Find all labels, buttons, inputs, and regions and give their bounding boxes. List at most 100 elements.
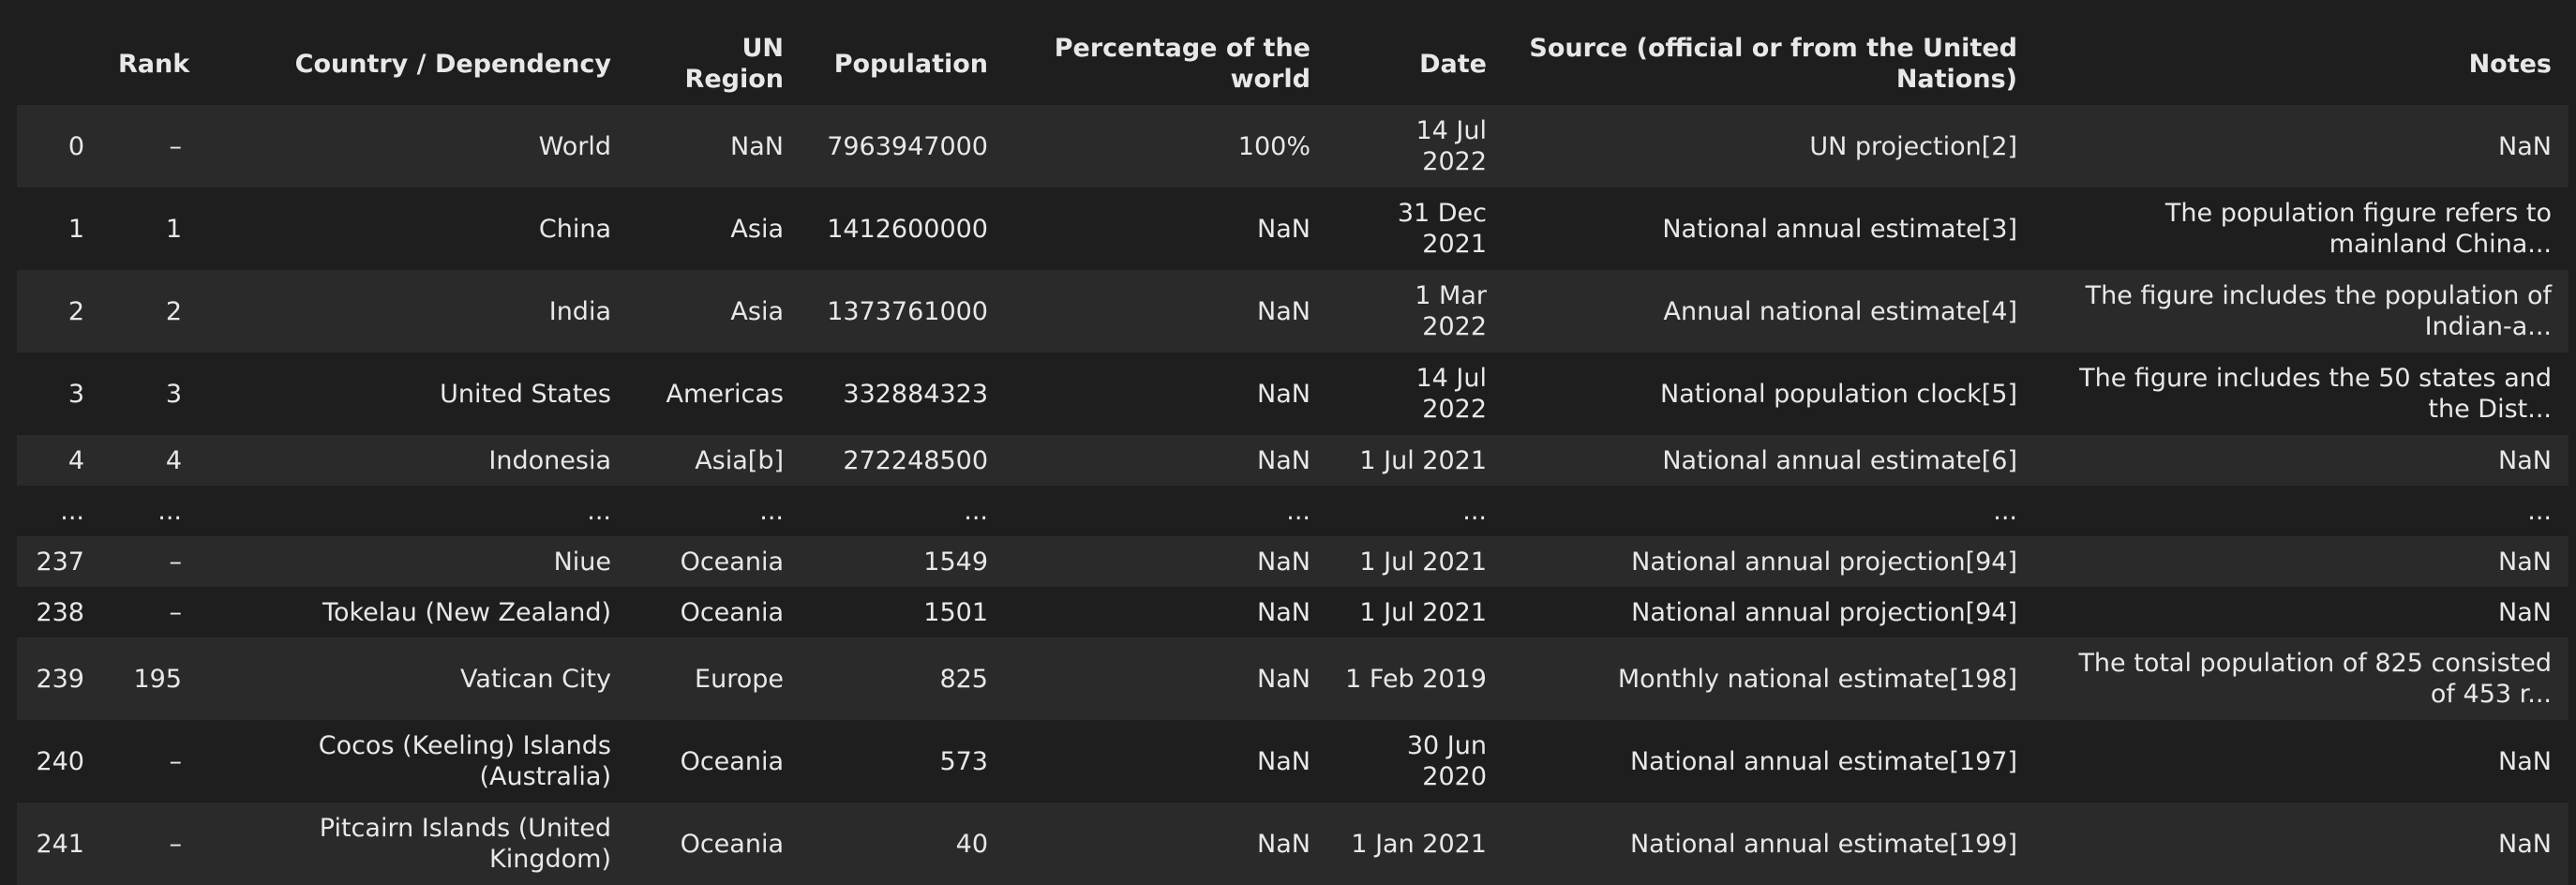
table-cell-date: 1 Mar 2022 (1327, 270, 1504, 352)
table-cell-region: Oceania (628, 720, 801, 802)
row-index: 3 (17, 352, 101, 435)
table-cell-date: 30 Jun 2020 (1327, 720, 1504, 802)
table-row: 238– Tokelau (New Zealand) Oceania 1501 NaN 1… (17, 587, 2569, 638)
column-header: Date (1327, 22, 1504, 105)
table-cell-notes: The figure includes the 50 states and th… (2034, 352, 2569, 435)
table-cell-country: China (199, 188, 628, 270)
table-cell-region: Asia (628, 188, 801, 270)
table-cell-region: Asia[b] (628, 435, 801, 486)
table-cell-notes: NaN (2034, 536, 2569, 587)
table-cell-percentage: NaN (1005, 587, 1327, 638)
column-header: Country / Dependency (199, 22, 628, 105)
table-cell-rank: 195 (101, 638, 199, 720)
table-cell-region: Oceania (628, 536, 801, 587)
table-cell-date: 14 Jul 2022 (1327, 352, 1504, 435)
table-row: 1 1 China Asia 1412600000 NaN 31 Dec 2021 Natio… (17, 188, 2569, 270)
table-cell-population: 272248500 (801, 435, 1005, 486)
row-index: 237 (17, 536, 101, 587)
row-index: 238 (17, 587, 101, 638)
table-cell-percentage: NaN (1005, 188, 1327, 270)
table-cell-source: National annual projection[94] (1504, 536, 2034, 587)
table-cell-notes: NaN (2034, 587, 2569, 638)
table-cell-country: Niue (199, 536, 628, 587)
table-row: 0– World NaN 7963947000 100% 14 Jul 2022 UN pr… (17, 105, 2569, 188)
table-cell-percentage: NaN (1005, 435, 1327, 486)
row-index: 241 (17, 802, 101, 885)
table-cell-region: NaN (628, 105, 801, 188)
table-cell-rank: – (101, 587, 199, 638)
column-header: Notes (2034, 22, 2569, 105)
table-cell-source: ... (1504, 486, 2034, 536)
table-cell-region: ... (628, 486, 801, 536)
table-cell-notes: The total population of 825 consisted of… (2034, 638, 2569, 720)
table-cell-population: 825 (801, 638, 1005, 720)
table-cell-notes: NaN (2034, 105, 2569, 188)
table-row: 2 2 India Asia 1373761000 NaN 1 Mar 2022 Annual… (17, 270, 2569, 352)
table-cell-population: 573 (801, 720, 1005, 802)
table-body: 0– World NaN 7963947000 100% 14 Jul 2022 UN pr… (17, 105, 2569, 885)
table-cell-percentage: ... (1005, 486, 1327, 536)
table-cell-rank: 4 (101, 435, 199, 486)
table-cell-region: Oceania (628, 802, 801, 885)
table-cell-percentage: NaN (1005, 802, 1327, 885)
table-cell-notes: ... (2034, 486, 2569, 536)
table-cell-rank: 1 (101, 188, 199, 270)
table-cell-source: UN projection[2] (1504, 105, 2034, 188)
table-cell-population: 1373761000 (801, 270, 1005, 352)
table-cell-rank: 3 (101, 352, 199, 435)
table-row: 237– Niue Oceania 1549 NaN 1 Jul 2021 National… (17, 536, 2569, 587)
column-header: Population (801, 22, 1005, 105)
table-cell-source: National annual estimate[197] (1504, 720, 2034, 802)
table-cell-date: 1 Feb 2019 (1327, 638, 1504, 720)
table-cell-rank: ... (101, 486, 199, 536)
table-cell-percentage: 100% (1005, 105, 1327, 188)
table-cell-date: 31 Dec 2021 (1327, 188, 1504, 270)
table-cell-country: United States (199, 352, 628, 435)
table-cell-notes: The figure includes the population of In… (2034, 270, 2569, 352)
table-cell-notes: NaN (2034, 435, 2569, 486)
row-index: 239 (17, 638, 101, 720)
row-index: 240 (17, 720, 101, 802)
table-cell-date: 1 Jul 2021 (1327, 435, 1504, 486)
table-cell-source: National population clock[5] (1504, 352, 2034, 435)
table-cell-country: Tokelau (New Zealand) (199, 587, 628, 638)
table-cell-region: Americas (628, 352, 801, 435)
table-row: ........................... (17, 486, 2569, 536)
table-cell-rank: – (101, 536, 199, 587)
table-cell-source: National annual projection[94] (1504, 587, 2034, 638)
header-row: Rank Country / Dependency UN Region Populat… (17, 22, 2569, 105)
table-cell-date: ... (1327, 486, 1504, 536)
table-cell-rank: – (101, 105, 199, 188)
table-cell-population: 1412600000 (801, 188, 1005, 270)
table-row: 241– Pitcairn Islands (United Kingdom) Oce… (17, 802, 2569, 885)
row-index: 0 (17, 105, 101, 188)
table-cell-percentage: NaN (1005, 270, 1327, 352)
table-cell-notes: NaN (2034, 802, 2569, 885)
table-cell-region: Asia (628, 270, 801, 352)
table-cell-source: National annual estimate[6] (1504, 435, 2034, 486)
table-cell-population: 40 (801, 802, 1005, 885)
column-header: Percentage of the world (1005, 22, 1327, 105)
table-row: 4 4 Indonesia Asia[b] 272248500 NaN 1 Jul 2021… (17, 435, 2569, 486)
table-cell-country: Indonesia (199, 435, 628, 486)
table-cell-source: Monthly national estimate[198] (1504, 638, 2034, 720)
table-cell-population: ... (801, 486, 1005, 536)
column-header: Source (official or from the United Nati… (1504, 22, 2034, 105)
table-cell-region: Europe (628, 638, 801, 720)
table-cell-rank: – (101, 802, 199, 885)
table-cell-region: Oceania (628, 587, 801, 638)
table-cell-country: Cocos (Keeling) Islands (Australia) (199, 720, 628, 802)
table-cell-country: India (199, 270, 628, 352)
table-cell-source: Annual national estimate[4] (1504, 270, 2034, 352)
column-header: UN Region (628, 22, 801, 105)
row-index: ... (17, 486, 101, 536)
table-row: 240– Cocos (Keeling) Islands (Australia) O… (17, 720, 2569, 802)
table-cell-country: Vatican City (199, 638, 628, 720)
table-cell-percentage: NaN (1005, 720, 1327, 802)
table-cell-percentage: NaN (1005, 352, 1327, 435)
table-row: 3 3 United States Americas 332884323 NaN 14 Ju… (17, 352, 2569, 435)
table-cell-country: ... (199, 486, 628, 536)
row-index: 2 (17, 270, 101, 352)
table-cell-population: 7963947000 (801, 105, 1005, 188)
table-cell-population: 1549 (801, 536, 1005, 587)
